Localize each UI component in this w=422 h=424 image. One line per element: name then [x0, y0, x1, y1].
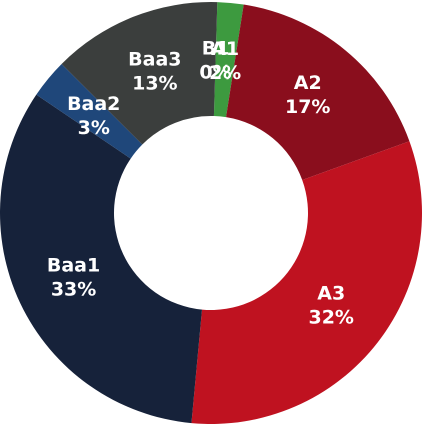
- donut-slice: [191, 141, 422, 424]
- donut-slice: [213, 2, 218, 117]
- slice-value-label: 13%: [132, 72, 177, 94]
- donut-slice: [213, 2, 244, 118]
- donut-slice: [226, 4, 410, 181]
- slice-value-label: 17%: [285, 96, 330, 118]
- donut-slice: [61, 2, 218, 145]
- slice-label: A3: [317, 282, 345, 304]
- slice-label: B1: [202, 38, 230, 60]
- slice-value-label: 33%: [51, 278, 96, 300]
- slice-label: Baa1: [47, 254, 100, 276]
- slice-value-label: 0%: [199, 62, 231, 84]
- slice-label: Baa2: [67, 93, 120, 115]
- slice-label: Baa3: [128, 48, 181, 70]
- slice-value-label: 2%: [209, 62, 241, 84]
- slice-value-label: 32%: [308, 306, 353, 328]
- slice-label: A2: [294, 72, 322, 94]
- donut-slice: [36, 64, 143, 159]
- slice-value-label: 3%: [78, 117, 110, 139]
- donut-slice: [0, 94, 203, 424]
- slice-label: A1: [211, 38, 239, 60]
